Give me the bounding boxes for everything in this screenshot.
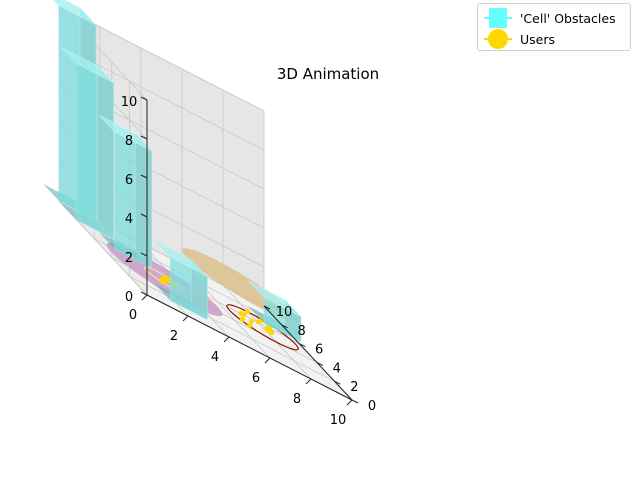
z-tick-label-2: 4 — [125, 212, 133, 227]
x-tick-0 — [141, 294, 148, 301]
z-tick-0 — [140, 291, 148, 296]
x-tick-label-2: 4 — [211, 350, 219, 365]
obstacle-2 — [60, 46, 114, 240]
z-tick-4 — [140, 135, 148, 140]
user-point-11 — [241, 311, 247, 317]
user-point-20 — [245, 308, 251, 314]
x-tick-label-1: 2 — [170, 329, 178, 344]
y-tick-4 — [281, 324, 288, 329]
z-tick-label-5: 10 — [121, 95, 138, 110]
legend-label-obstacles: 'Cell' Obstacles — [520, 10, 616, 26]
z-tick-3 — [140, 174, 148, 179]
y-tick-0 — [351, 399, 359, 404]
y-tick-5 — [263, 305, 271, 310]
chart-title: 3D Animation — [277, 65, 379, 83]
obstacle-1 — [98, 114, 152, 269]
y-tick-1 — [334, 380, 341, 385]
user-point-8 — [239, 316, 245, 322]
x-tick-2 — [223, 336, 230, 343]
y-tick-label-3: 6 — [315, 343, 323, 358]
user-point-15 — [269, 329, 275, 335]
user-point-9 — [247, 322, 253, 328]
y-tick-label-0: 0 — [368, 399, 376, 414]
z-tick-label-3: 6 — [125, 173, 133, 188]
y-tick-label-5: 10 — [276, 305, 293, 320]
z-tick-5 — [140, 96, 148, 101]
obstacle-4 — [248, 280, 302, 343]
x-axis-line — [146, 294, 353, 401]
user-point-12 — [248, 318, 255, 324]
y-tick-2 — [316, 361, 324, 366]
obstacle-0 — [154, 240, 208, 321]
legend-item-obstacles: 'Cell' Obstacles — [484, 8, 616, 28]
obstacle-layer — [43, 0, 302, 343]
y-tick-label-1: 2 — [350, 380, 358, 395]
legend-label-users: Users — [520, 31, 556, 47]
x-tick-label-5: 10 — [330, 413, 347, 428]
x-tick-label-0: 0 — [129, 308, 137, 323]
x-tick-label-3: 6 — [252, 371, 260, 386]
y-tick-label-4: 8 — [297, 324, 305, 339]
x-tick-3 — [264, 357, 271, 364]
x-tick-4 — [305, 378, 312, 385]
legend-item-users: Users — [484, 29, 555, 49]
z-tick-label-4: 8 — [125, 134, 133, 149]
z-tick-label-0: 0 — [125, 290, 133, 305]
user-point-7 — [163, 275, 169, 281]
x-tick-5 — [346, 399, 353, 406]
legend-circle-icon — [484, 29, 512, 49]
x-tick-1 — [182, 315, 189, 322]
y-tick-label-2: 4 — [333, 361, 341, 376]
y-axis-line — [263, 305, 353, 401]
z-tick-2 — [140, 213, 148, 218]
z-tick-label-1: 2 — [125, 251, 133, 266]
z-tick-1 — [140, 252, 148, 257]
legend-square-icon — [484, 8, 512, 28]
x-tick-label-4: 8 — [293, 392, 301, 407]
y-tick-3 — [298, 343, 306, 348]
legend: 'Cell' Obstacles Users — [477, 3, 631, 51]
